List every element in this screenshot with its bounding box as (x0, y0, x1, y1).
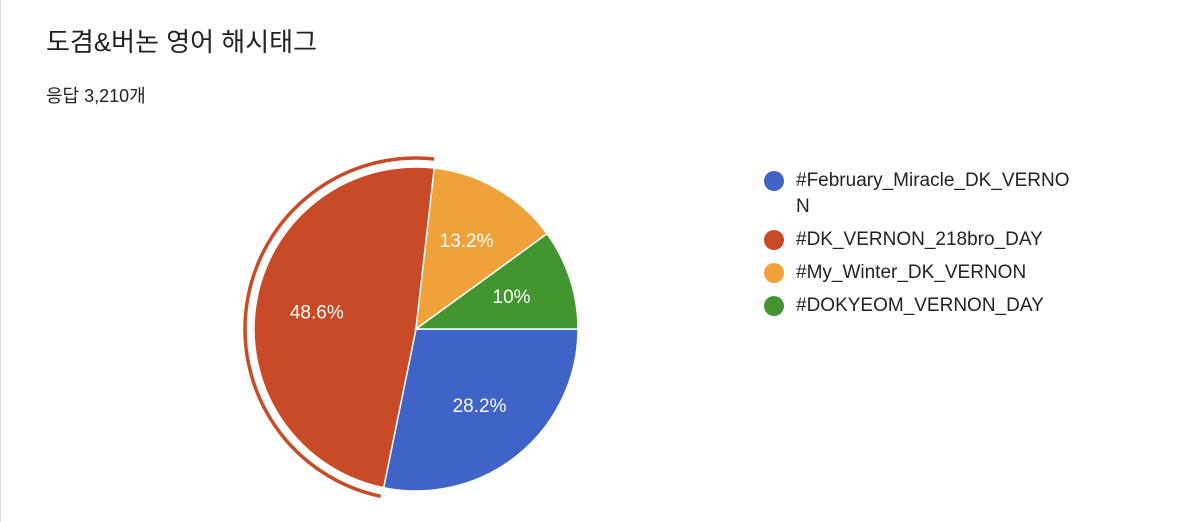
slice-highlight (243, 156, 435, 499)
legend-swatch (764, 230, 784, 250)
legend-item: #February_Miracle_DK_VERNON (764, 168, 1094, 220)
legend-swatch (764, 171, 784, 191)
pie-chart: 28.2% 48.6% 13.2% 10% (243, 156, 579, 499)
legend-swatch (764, 263, 784, 283)
value-label: 10% (493, 287, 531, 308)
legend-label: #My_Winter_DK_VERNON (796, 262, 1027, 283)
pie-slice (253, 166, 436, 489)
value-label: 48.6% (290, 302, 344, 323)
legend-item: #DK_VERNON_218bro_DAY (764, 227, 1094, 253)
legend-label: #February_Miracle_DK_VERNON (796, 170, 1070, 217)
legend-item: #My_Winter_DK_VERNON (764, 260, 1094, 286)
value-label: 28.2% (453, 396, 507, 417)
legend-label: #DK_VERNON_218bro_DAY (796, 229, 1043, 250)
value-label: 13.2% (440, 231, 494, 252)
pie-slice (415, 167, 549, 331)
pie-slice (413, 232, 579, 330)
chart-title: 도겸&버논 영어 해시태그 (46, 27, 317, 57)
legend-swatch (764, 296, 784, 316)
legend-label: #DOKYEOM_VERNON_DAY (796, 295, 1044, 316)
legend-item: #DOKYEOM_VERNON_DAY (764, 293, 1094, 319)
pie-slice (382, 328, 579, 492)
chart-subtitle: 응답 3,210개 (46, 86, 146, 106)
legend: #February_Miracle_DK_VERNON #DK_VERNON_21… (764, 168, 1094, 326)
